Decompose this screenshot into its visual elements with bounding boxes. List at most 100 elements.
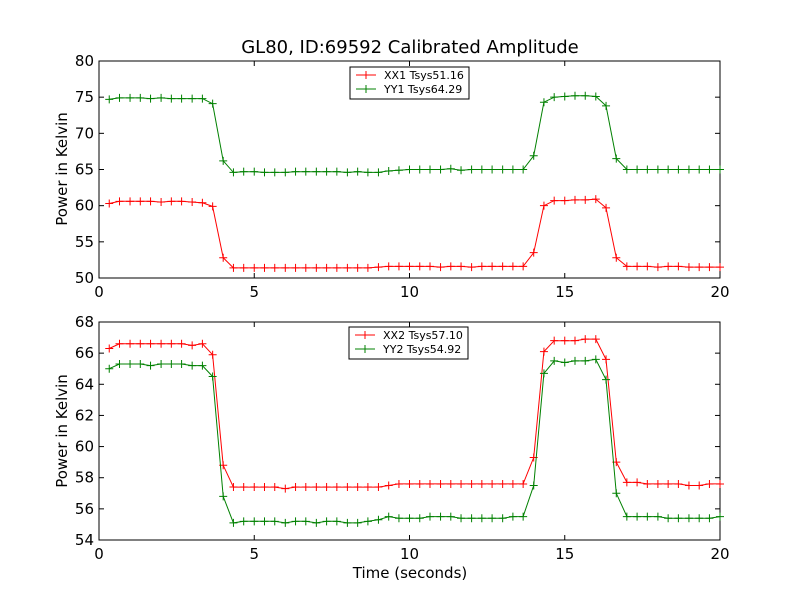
- data-point-marker: [508, 262, 517, 271]
- data-point-marker: [519, 479, 528, 488]
- data-point-marker: [664, 479, 673, 488]
- data-point-marker: [343, 263, 352, 272]
- data-point-marker: [219, 492, 228, 501]
- data-point-marker: [343, 168, 352, 177]
- legend-entry: XX1 Tsys51.16: [384, 69, 464, 82]
- data-point-marker: [126, 339, 135, 348]
- data-point-marker: [146, 197, 155, 206]
- data-point-marker: [405, 514, 414, 523]
- data-point-marker: [270, 263, 279, 272]
- data-point-marker: [457, 479, 466, 488]
- x-tick-label: 0: [94, 545, 104, 563]
- data-point-marker: [291, 263, 300, 272]
- legend-marker: [362, 85, 370, 93]
- y-tick-label: 56: [75, 500, 94, 518]
- data-point-marker: [136, 93, 145, 102]
- data-point-marker: [498, 514, 507, 523]
- data-point-marker: [146, 94, 155, 103]
- data-point-marker: [332, 517, 341, 526]
- data-point-marker: [363, 483, 372, 492]
- data-point-marker: [115, 339, 124, 348]
- data-point-marker: [105, 364, 114, 373]
- data-point-marker: [343, 518, 352, 527]
- data-point-marker: [136, 197, 145, 206]
- data-point-marker: [643, 165, 652, 174]
- data-point-marker: [384, 166, 393, 175]
- data-point-marker: [177, 339, 186, 348]
- data-point-marker: [415, 514, 424, 523]
- data-point-marker: [602, 355, 611, 364]
- data-point-marker: [705, 479, 714, 488]
- data-point-marker: [591, 195, 600, 204]
- data-point-marker: [602, 375, 611, 384]
- data-point-marker: [653, 165, 662, 174]
- x-tick-label: 15: [555, 283, 574, 301]
- y-tick-label: 75: [75, 88, 94, 106]
- data-point-marker: [425, 165, 434, 174]
- x-tick-label: 10: [400, 545, 419, 563]
- legend-entry: XX2 Tsys57.10: [383, 329, 463, 342]
- data-point-marker: [415, 479, 424, 488]
- data-point-marker: [250, 167, 259, 176]
- series-line-2: [108, 358, 721, 524]
- data-point-marker: [602, 101, 611, 110]
- data-point-marker: [436, 479, 445, 488]
- data-point-marker: [674, 514, 683, 523]
- data-point-marker: [157, 339, 166, 348]
- data-point-marker: [643, 262, 652, 271]
- data-point-marker: [167, 339, 176, 348]
- data-point-marker: [229, 263, 238, 272]
- data-point-marker: [622, 165, 631, 174]
- data-point-marker: [612, 253, 621, 262]
- data-point-marker: [115, 197, 124, 206]
- data-point-marker: [560, 196, 569, 205]
- y-tick-label: 60: [75, 197, 94, 215]
- data-point-marker: [716, 263, 724, 272]
- data-point-marker: [633, 165, 642, 174]
- data-point-marker: [633, 478, 642, 487]
- data-point-marker: [157, 93, 166, 102]
- data-point-marker: [312, 518, 321, 527]
- data-point-marker: [208, 350, 217, 359]
- data-point-marker: [622, 478, 631, 487]
- data-point-marker: [322, 167, 331, 176]
- data-point-marker: [239, 483, 248, 492]
- data-point-marker: [477, 514, 486, 523]
- data-point-marker: [250, 483, 259, 492]
- x-tick-label: 15: [555, 545, 574, 563]
- data-point-marker: [436, 165, 445, 174]
- bottom-y-axis-label: Power in Kelvin: [53, 374, 71, 488]
- data-point-marker: [115, 360, 124, 369]
- data-point-marker: [301, 167, 310, 176]
- data-point-marker: [550, 93, 559, 102]
- data-point-marker: [519, 512, 528, 521]
- data-point-marker: [415, 165, 424, 174]
- data-point-marker: [208, 99, 217, 108]
- data-point-marker: [498, 262, 507, 271]
- y-tick-label: 62: [75, 406, 94, 424]
- data-point-marker: [322, 483, 331, 492]
- data-point-marker: [529, 248, 538, 257]
- data-point-marker: [229, 518, 238, 527]
- data-point-marker: [405, 479, 414, 488]
- data-point-marker: [384, 262, 393, 271]
- series-line-1: [109, 198, 720, 269]
- data-point-marker: [684, 481, 693, 490]
- y-tick-label: 58: [75, 469, 94, 487]
- x-tick-label: 5: [249, 283, 259, 301]
- data-point-marker: [612, 489, 621, 498]
- data-point-marker: [643, 512, 652, 521]
- data-point-marker: [219, 156, 228, 165]
- data-point-marker: [529, 151, 538, 160]
- data-point-marker: [167, 360, 176, 369]
- data-point-marker: [281, 518, 290, 527]
- data-point-marker: [105, 344, 114, 353]
- data-point-marker: [643, 479, 652, 488]
- data-point-marker: [488, 479, 497, 488]
- data-point-marker: [716, 479, 724, 488]
- data-point-marker: [539, 347, 548, 356]
- data-point-marker: [405, 262, 414, 271]
- data-point-marker: [332, 483, 341, 492]
- data-point-marker: [498, 479, 507, 488]
- data-point-marker: [436, 512, 445, 521]
